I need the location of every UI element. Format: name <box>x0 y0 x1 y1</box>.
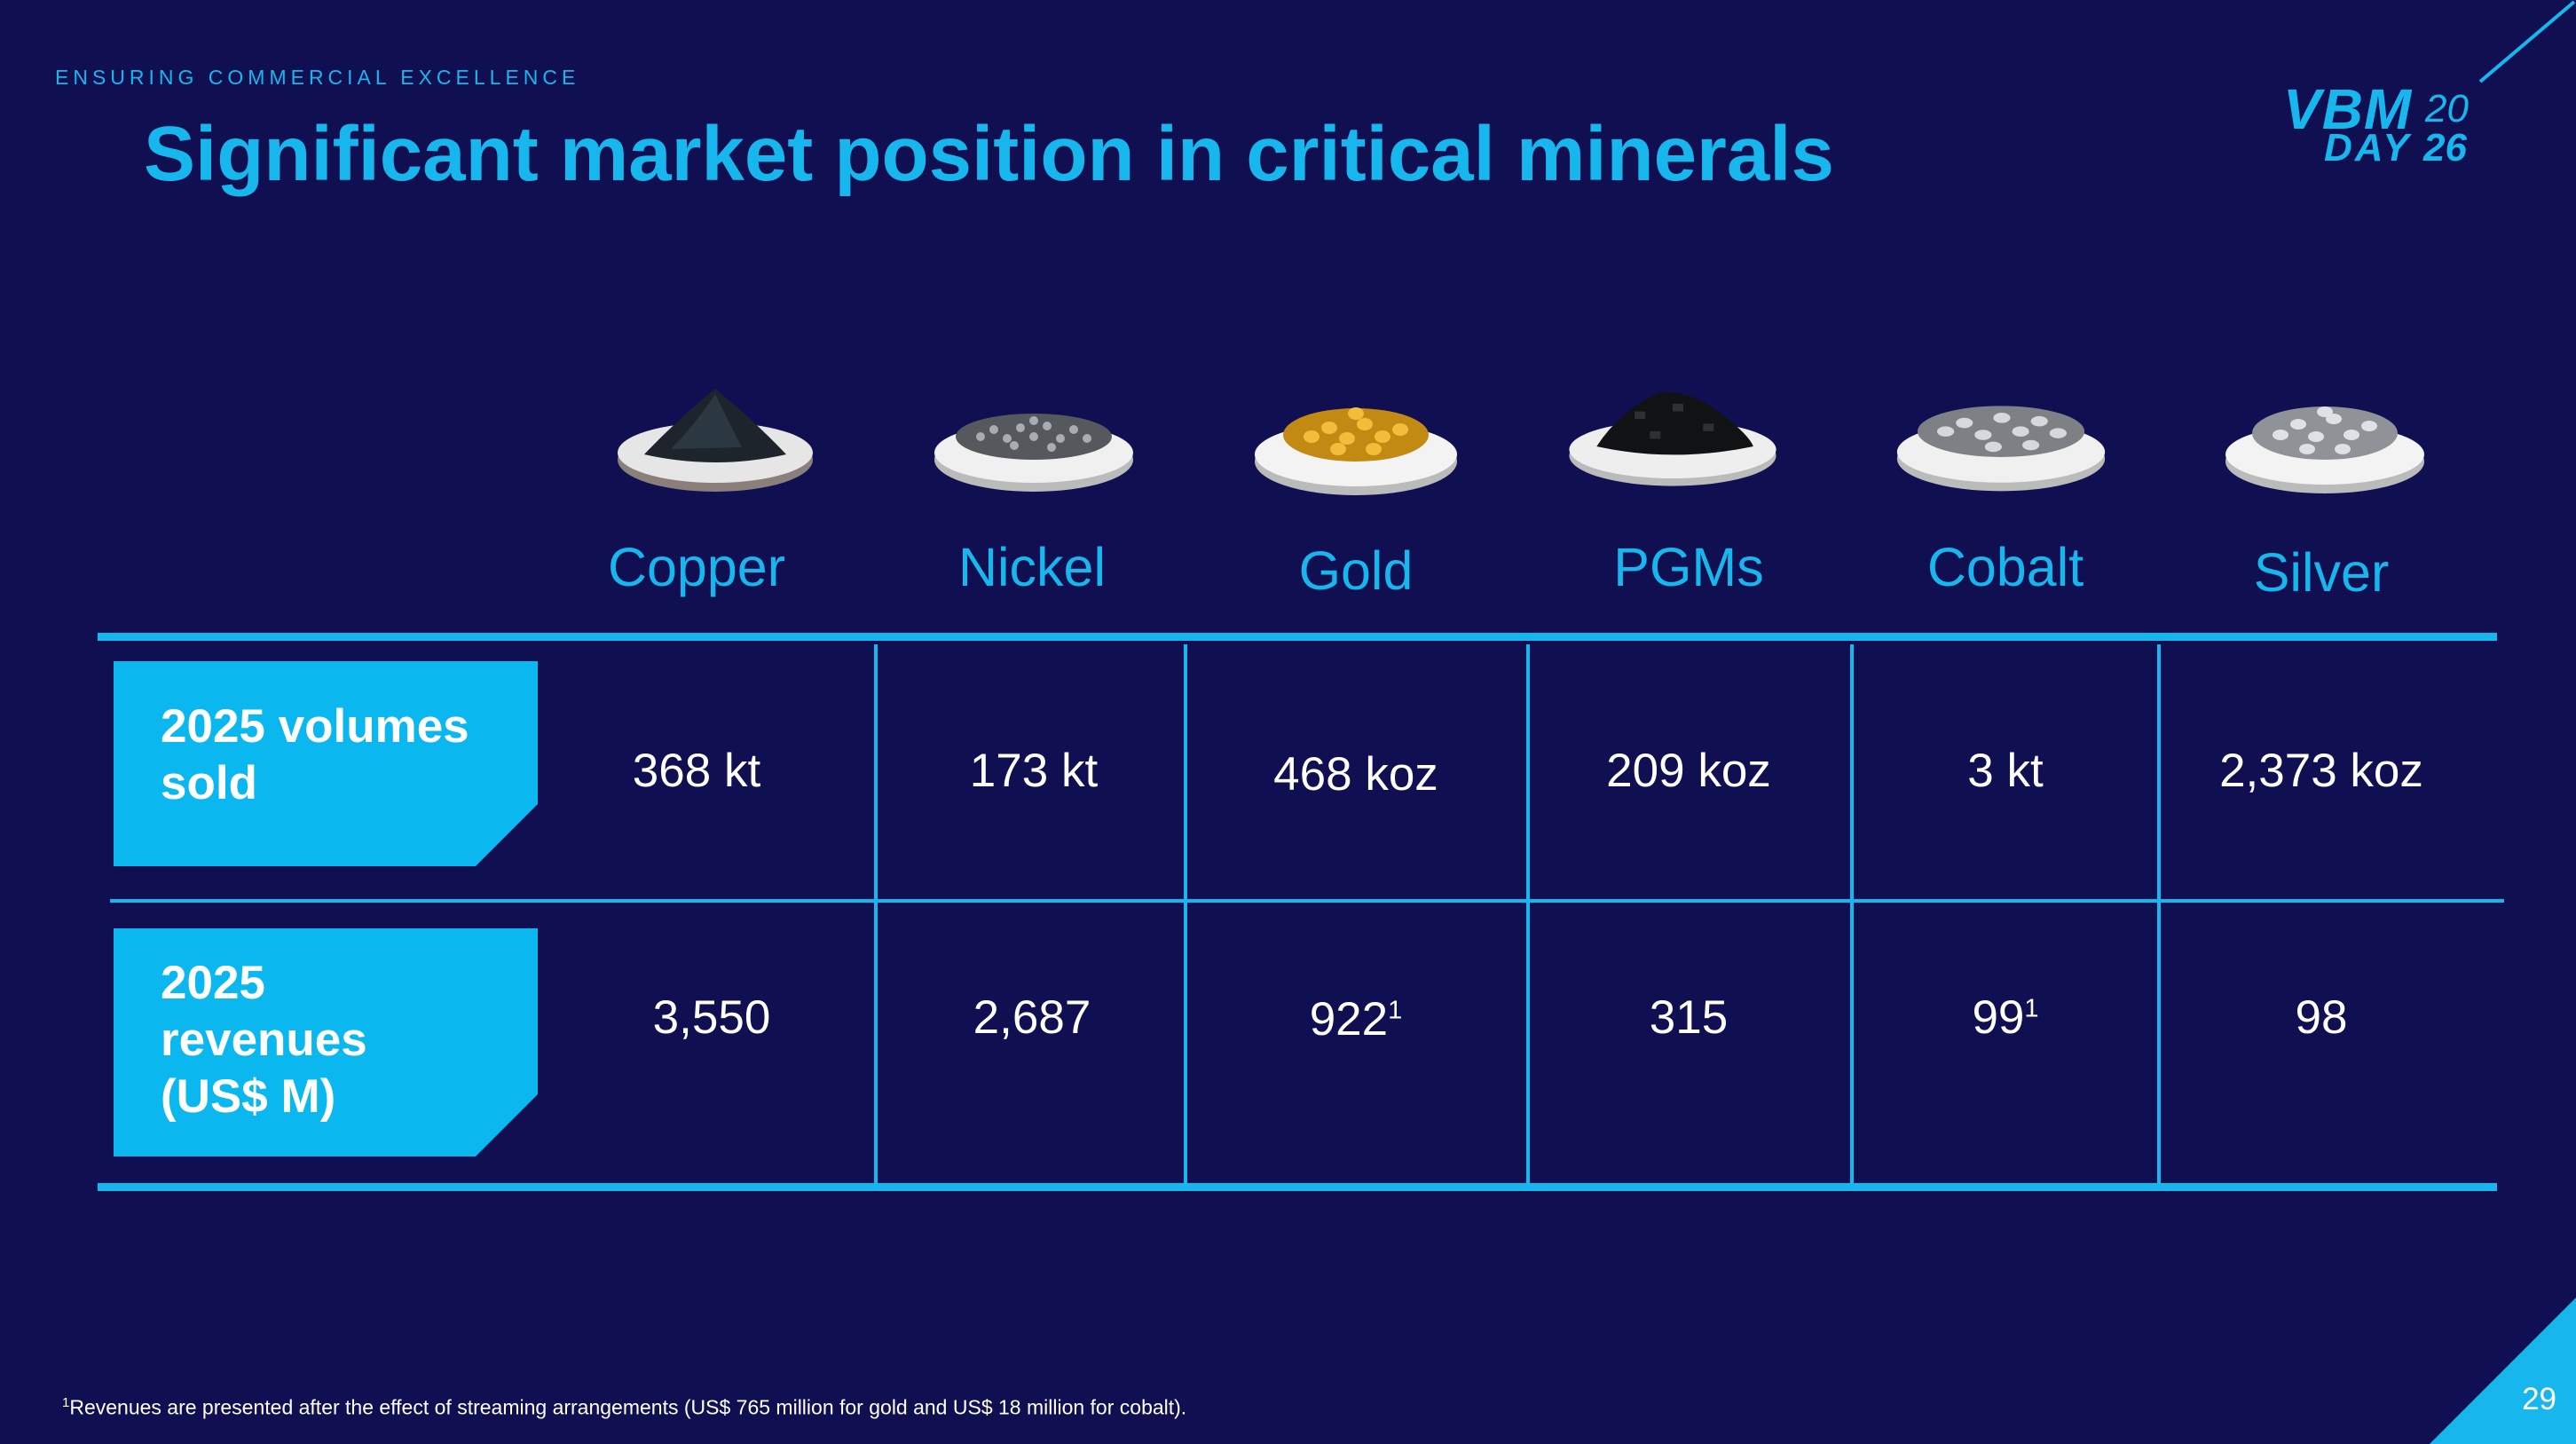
revenue-cell-cobalt: 991 <box>1863 990 2147 1045</box>
row-label-volumes: 2025 volumes sold <box>114 661 538 866</box>
volume-cell-cobalt: 3 kt <box>1967 745 2044 797</box>
revenue-cell-silver: 98 <box>2295 991 2348 1044</box>
logo-vbm: VBM <box>2283 77 2413 141</box>
mineral-name-silver: Silver <box>2253 542 2390 603</box>
revenue-value: 99 <box>1972 991 2025 1044</box>
row-label-line: 2025 <box>161 957 265 1009</box>
logo-year-a: 20 <box>2425 87 2469 130</box>
vbm-day-logo: VBM 20 DAY 26 <box>2283 76 2496 174</box>
volume-cell-copper: 368 kt <box>632 745 761 797</box>
mineral-name-gold: Gold <box>1298 541 1414 601</box>
column-divider <box>1184 644 1187 1186</box>
pgm-granules-plate-icon <box>1569 392 1776 486</box>
revenue-cell-copper: 3,550 <box>652 991 771 1044</box>
kicker: ENSURING COMMERCIAL EXCELLENCE <box>55 66 580 89</box>
copper-powder-plate-icon <box>618 389 813 492</box>
table-row-divider <box>110 899 2504 903</box>
silver-granules-plate-icon <box>2225 406 2424 493</box>
revenue-value: 922 <box>1309 993 1389 1046</box>
mineral-name-nickel: Nickel <box>957 537 1107 597</box>
corner-triangle-decoration <box>2430 1298 2576 1444</box>
row-label-line: sold <box>161 757 257 809</box>
page-title: Significant market position in critical … <box>144 111 1834 197</box>
cobalt-pieces-plate-icon <box>1896 406 2106 492</box>
volume-cell-silver: 2,373 koz <box>2219 745 2423 797</box>
row-label-line: 2025 volumes <box>161 700 469 753</box>
footnote: 1Revenues are presented after the effect… <box>62 1395 1186 1420</box>
mineral-name-copper: Copper <box>607 537 786 597</box>
row-label-line: revenues <box>161 1014 367 1066</box>
revenue-cell-nickel: 2,687 <box>973 991 1091 1044</box>
logo-day: DAY <box>2324 126 2412 170</box>
mineral-name-cobalt: Cobalt <box>1926 537 2084 597</box>
mineral-name-pgms: PGMs <box>1613 537 1764 597</box>
row-label-revenues: 2025 revenues (US$ M) <box>114 928 538 1156</box>
row-label-line: (US$ M) <box>161 1070 336 1123</box>
volume-cell-pgms: 209 koz <box>1606 745 1771 797</box>
volume-cell-nickel: 173 kt <box>969 745 1099 797</box>
corner-line-decoration <box>2478 0 2576 83</box>
volume-cell-gold: 468 koz <box>1273 748 1438 801</box>
column-divider <box>1850 644 1854 1186</box>
logo-year-b: 26 <box>2423 126 2467 170</box>
nickel-pellets-plate-icon <box>934 414 1133 492</box>
revenue-cell-pgms: 315 <box>1649 991 1729 1044</box>
table-bottom-border <box>98 1183 2497 1191</box>
table-top-border <box>98 633 2497 641</box>
revenue-cell-gold: 9221 <box>1214 992 1498 1046</box>
page-number: 29 <box>2522 1382 2556 1416</box>
gold-nuggets-plate-icon <box>1255 407 1457 495</box>
footnote-marker: 1 <box>2024 994 2039 1023</box>
footnote-text: Revenues are presented after the effect … <box>69 1395 1187 1419</box>
column-divider <box>2157 644 2161 1186</box>
footnote-marker: 1 <box>1388 996 1403 1025</box>
column-divider <box>1526 644 1530 1186</box>
footnote-mark: 1 <box>62 1395 70 1410</box>
column-divider <box>874 644 878 1186</box>
